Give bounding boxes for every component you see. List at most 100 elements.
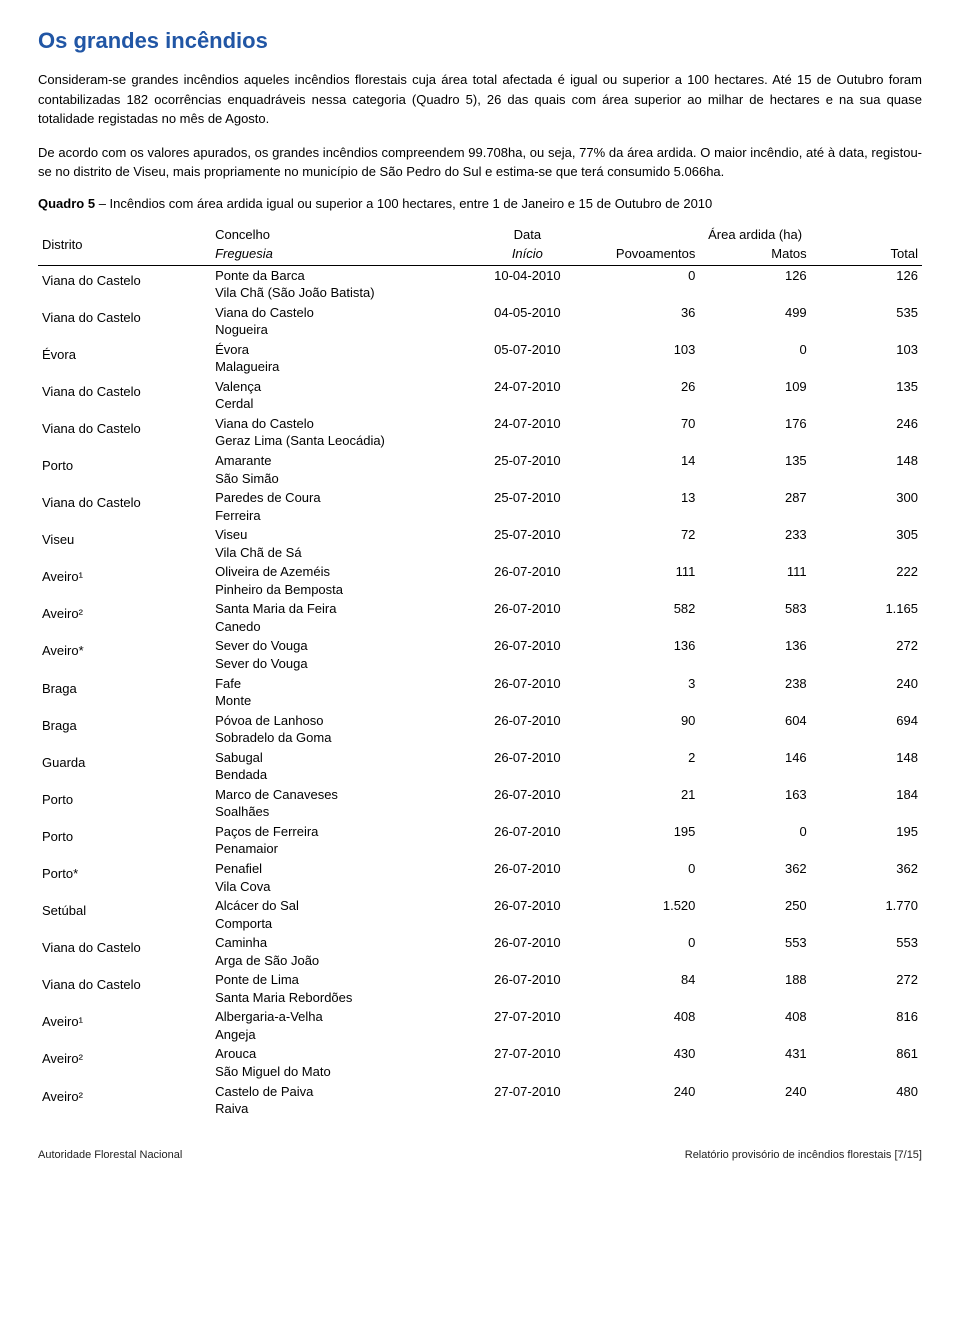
table-row: Aveiro²Santa Maria da FeiraCanedo26-07-2… <box>38 599 922 636</box>
cell-total: 305 <box>811 525 922 562</box>
cell-total: 553 <box>811 933 922 970</box>
cell-data: 25-07-2010 <box>467 451 589 488</box>
cell-pov: 1.520 <box>588 896 699 933</box>
cell-total: 103 <box>811 340 922 377</box>
cell-matos: 233 <box>699 525 810 562</box>
table-row: PortoPaços de FerreiraPenamaior26-07-201… <box>38 822 922 859</box>
cell-matos: 135 <box>699 451 810 488</box>
cell-pov: 84 <box>588 970 699 1007</box>
footer-left: Autoridade Florestal Nacional <box>38 1149 182 1161</box>
cell-data: 24-07-2010 <box>467 414 589 451</box>
cell-concelho-freguesia: PenafielVila Cova <box>211 859 467 896</box>
table-row: Viana do CasteloCaminhaArga de São João2… <box>38 933 922 970</box>
cell-pov: 21 <box>588 785 699 822</box>
cell-concelho-freguesia: Santa Maria da FeiraCanedo <box>211 599 467 636</box>
col-povoamentos: Povoamentos <box>588 244 699 266</box>
cell-distrito: Porto <box>38 822 211 859</box>
cell-concelho-freguesia: AroucaSão Miguel do Mato <box>211 1044 467 1081</box>
col-freguesia: Freguesia <box>211 244 467 266</box>
cell-distrito: Aveiro* <box>38 636 211 673</box>
fires-table: Distrito Concelho Data Área ardida (ha) … <box>38 221 922 1119</box>
col-total: Total <box>811 244 922 266</box>
cell-pov: 408 <box>588 1007 699 1044</box>
cell-total: 184 <box>811 785 922 822</box>
cell-distrito: Porto <box>38 451 211 488</box>
cell-matos: 553 <box>699 933 810 970</box>
cell-pov: 0 <box>588 933 699 970</box>
cell-data: 26-07-2010 <box>467 748 589 785</box>
cell-data: 26-07-2010 <box>467 970 589 1007</box>
cell-matos: 109 <box>699 377 810 414</box>
table-row: Aveiro²AroucaSão Miguel do Mato27-07-201… <box>38 1044 922 1081</box>
cell-concelho-freguesia: Sever do VougaSever do Vouga <box>211 636 467 673</box>
cell-pov: 70 <box>588 414 699 451</box>
page-footer: Autoridade Florestal Nacional Relatório … <box>38 1149 922 1161</box>
col-concelho: Concelho <box>211 221 467 244</box>
cell-distrito: Viana do Castelo <box>38 265 211 303</box>
col-data: Data <box>467 221 589 244</box>
cell-total: 246 <box>811 414 922 451</box>
cell-concelho-freguesia: Albergaria-a-VelhaAngeja <box>211 1007 467 1044</box>
table-row: Aveiro¹Albergaria-a-VelhaAngeja27-07-201… <box>38 1007 922 1044</box>
cell-total: 362 <box>811 859 922 896</box>
cell-data: 27-07-2010 <box>467 1082 589 1119</box>
cell-data: 26-07-2010 <box>467 896 589 933</box>
cell-distrito: Viana do Castelo <box>38 377 211 414</box>
cell-matos: 408 <box>699 1007 810 1044</box>
cell-data: 26-07-2010 <box>467 785 589 822</box>
cell-data: 04-05-2010 <box>467 303 589 340</box>
cell-concelho-freguesia: Oliveira de AzeméisPinheiro da Bemposta <box>211 562 467 599</box>
cell-pov: 26 <box>588 377 699 414</box>
cell-total: 126 <box>811 265 922 303</box>
cell-concelho-freguesia: Paredes de CouraFerreira <box>211 488 467 525</box>
cell-concelho-freguesia: Paços de FerreiraPenamaior <box>211 822 467 859</box>
table-row: Viana do CasteloViana do CasteloGeraz Li… <box>38 414 922 451</box>
cell-data: 27-07-2010 <box>467 1007 589 1044</box>
cell-distrito: Porto <box>38 785 211 822</box>
cell-concelho-freguesia: Alcácer do SalComporta <box>211 896 467 933</box>
table-row: PortoMarco de CanavesesSoalhães26-07-201… <box>38 785 922 822</box>
cell-distrito: Viana do Castelo <box>38 488 211 525</box>
cell-pov: 195 <box>588 822 699 859</box>
cell-total: 148 <box>811 451 922 488</box>
cell-total: 135 <box>811 377 922 414</box>
cell-distrito: Viana do Castelo <box>38 303 211 340</box>
cell-pov: 2 <box>588 748 699 785</box>
col-matos: Matos <box>699 244 810 266</box>
cell-total: 272 <box>811 636 922 673</box>
cell-concelho-freguesia: Ponte da BarcaVila Chã (São João Batista… <box>211 265 467 303</box>
cell-concelho-freguesia: Castelo de PaivaRaiva <box>211 1082 467 1119</box>
cell-distrito: Aveiro² <box>38 599 211 636</box>
cell-concelho-freguesia: Ponte de LimaSanta Maria Rebordões <box>211 970 467 1007</box>
table-row: Aveiro¹Oliveira de AzeméisPinheiro da Be… <box>38 562 922 599</box>
cell-pov: 430 <box>588 1044 699 1081</box>
cell-distrito: Aveiro¹ <box>38 562 211 599</box>
cell-distrito: Viana do Castelo <box>38 933 211 970</box>
cell-total: 148 <box>811 748 922 785</box>
cell-pov: 36 <box>588 303 699 340</box>
cell-concelho-freguesia: CaminhaArga de São João <box>211 933 467 970</box>
cell-data: 26-07-2010 <box>467 674 589 711</box>
cell-matos: 583 <box>699 599 810 636</box>
cell-matos: 176 <box>699 414 810 451</box>
cell-concelho-freguesia: FafeMonte <box>211 674 467 711</box>
cell-matos: 238 <box>699 674 810 711</box>
cell-matos: 0 <box>699 822 810 859</box>
cell-total: 240 <box>811 674 922 711</box>
cell-concelho-freguesia: AmaranteSão Simão <box>211 451 467 488</box>
cell-pov: 582 <box>588 599 699 636</box>
cell-matos: 240 <box>699 1082 810 1119</box>
cell-total: 480 <box>811 1082 922 1119</box>
table-row: Viana do CasteloValençaCerdal24-07-20102… <box>38 377 922 414</box>
table-row: GuardaSabugalBendada26-07-20102146148 <box>38 748 922 785</box>
table-row: Viana do CasteloPonte da BarcaVila Chã (… <box>38 265 922 303</box>
cell-pov: 72 <box>588 525 699 562</box>
cell-pov: 3 <box>588 674 699 711</box>
cell-matos: 0 <box>699 340 810 377</box>
cell-data: 26-07-2010 <box>467 599 589 636</box>
cell-concelho-freguesia: Marco de CanavesesSoalhães <box>211 785 467 822</box>
table-row: Viana do CasteloParedes de CouraFerreira… <box>38 488 922 525</box>
cell-distrito: Viana do Castelo <box>38 970 211 1007</box>
cell-total: 272 <box>811 970 922 1007</box>
table-row: Porto*PenafielVila Cova26-07-20100362362 <box>38 859 922 896</box>
